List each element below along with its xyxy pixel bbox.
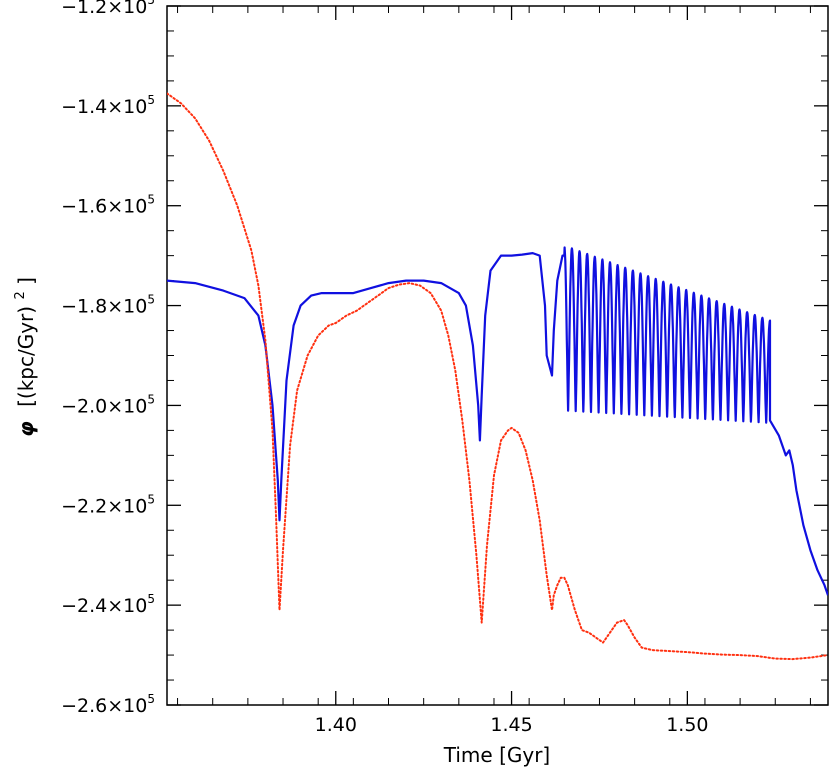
y-axis-label: φ [(kpc/Gyr) 2 ] [5, 277, 38, 437]
y-axis-units-exponent: 2 [13, 291, 28, 299]
y-axis-units: [(kpc/Gyr) [14, 306, 38, 407]
y-axis-symbol: φ [14, 421, 38, 437]
y-tick-labels: −1.2×105−1.4×105−1.6×105−1.8×105−2.0×105… [61, 0, 155, 717]
y-tick-mantissa: −2.0×10 [61, 395, 147, 417]
y-tick-label: −1.4×105 [61, 93, 155, 118]
y-tick-label: −2.2×105 [61, 492, 155, 517]
y-tick-label: −1.8×105 [61, 293, 155, 318]
x-tick-label: 1.45 [490, 714, 532, 736]
y-tick-exponent: 5 [147, 492, 155, 506]
series-group [167, 92, 828, 661]
y-tick-exponent: 5 [147, 193, 155, 207]
svg-text:φ [(kpc/Gyr) 2: φ [(kpc/Gyr) 2 ] [5, 277, 38, 437]
y-tick-mantissa: −2.4×10 [61, 595, 147, 617]
y-tick-label: −1.6×105 [61, 193, 155, 218]
x-tick-label: 1.50 [666, 714, 708, 736]
y-tick-exponent: 5 [147, 93, 155, 107]
y-axis-units-close: ] [14, 277, 38, 285]
x-tick-labels: 1.40 1.45 1.50 [315, 714, 709, 736]
y-tick-mantissa: −2.6×10 [61, 695, 147, 717]
series-solid-blue-line [167, 246, 828, 596]
y-tick-exponent: 5 [147, 392, 155, 406]
y-tick-label: −2.4×105 [61, 592, 155, 617]
x-axis-label: Time [Gyr] [443, 743, 550, 767]
axis-ticks [167, 5, 828, 706]
series-dotted-red-line [167, 92, 828, 661]
y-tick-exponent: 5 [147, 0, 155, 7]
y-tick-exponent: 5 [147, 692, 155, 706]
y-tick-mantissa: −1.4×10 [61, 96, 147, 118]
y-tick-exponent: 5 [147, 293, 155, 307]
y-tick-mantissa: −1.2×10 [61, 0, 147, 18]
y-tick-label: −1.2×105 [61, 0, 155, 18]
y-tick-label: −2.6×105 [61, 692, 155, 717]
y-tick-mantissa: −1.8×10 [61, 296, 147, 318]
y-tick-mantissa: −1.6×10 [61, 196, 147, 218]
y-tick-exponent: 5 [147, 592, 155, 606]
y-tick-label: −2.0×105 [61, 392, 155, 417]
x-tick-label: 1.40 [315, 714, 357, 736]
y-tick-mantissa: −2.2×10 [61, 495, 147, 517]
